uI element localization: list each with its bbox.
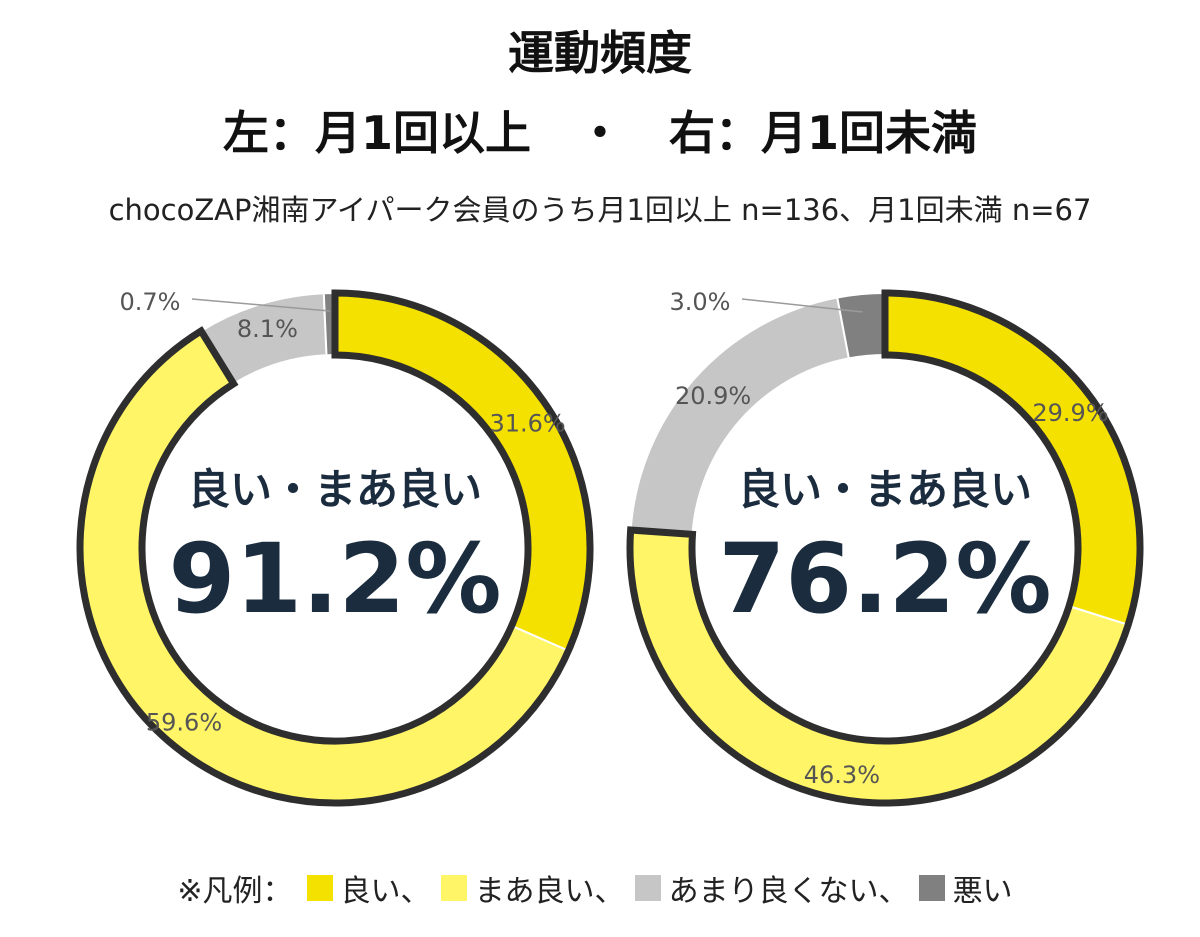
slice-label-not-good: 20.9% xyxy=(675,382,751,410)
slice-label-bad: 3.0% xyxy=(670,288,731,316)
center-label: 良い・まあ良い xyxy=(188,465,482,514)
legend-label-not-good: あまり良くない、 xyxy=(668,874,909,909)
legend-label-bad: 悪い xyxy=(952,874,1013,909)
legend-prefix: ※凡例： xyxy=(177,874,293,909)
legend-swatch-not-good xyxy=(634,875,661,901)
highlight-outline xyxy=(626,289,1144,807)
slice-label-not-good: 8.1% xyxy=(237,315,298,343)
legend-swatch-good xyxy=(306,875,333,901)
center-label: 良い・まあ良い xyxy=(738,465,1032,514)
slice-label-good: 29.9% xyxy=(1032,399,1108,427)
slice-label-fair: 59.6% xyxy=(146,709,222,737)
legend-label-good: 良い、 xyxy=(340,874,431,909)
legend-swatch-bad xyxy=(918,875,945,901)
slice-label-fair: 46.3% xyxy=(804,761,880,789)
legend: ※凡例： 良い、 まあ良い、 あまり良くない、 悪い xyxy=(0,858,1200,918)
legend-item-good: 良い、 xyxy=(306,866,431,910)
legend-item-not-good: あまり良くない、 xyxy=(634,866,909,910)
legend-label-fair: まあ良い、 xyxy=(474,874,625,909)
chart-title: 運動頻度 xyxy=(508,26,692,80)
slice-label-good: 31.6% xyxy=(489,409,565,437)
legend-item-fair: まあ良い、 xyxy=(440,866,625,910)
center-value: 91.2% xyxy=(168,523,501,635)
donut-chart-1: 31.6% 59.6% 8.1% 0.7% 良い・まあ良い 91.2% xyxy=(76,288,594,807)
chart-subtitle: 左：月1回以上 ・ 右：月1回未満 xyxy=(222,106,977,160)
leader-line-bad xyxy=(741,298,863,313)
legend-item-bad: 悪い xyxy=(918,866,1013,910)
highlight-outline xyxy=(76,289,594,807)
center-value: 76.2% xyxy=(718,523,1051,635)
slice-label-bad: 0.7% xyxy=(120,288,181,316)
leader-line-bad xyxy=(191,298,330,312)
legend-swatch-fair xyxy=(440,875,467,901)
sample-note: chocoZAP湘南アイパーク会員のうち月1回以上 n=136、月1回未満 n=… xyxy=(108,193,1092,227)
donut-chart-2: 29.9% 46.3% 20.9% 3.0% 良い・まあ良い 76.2% xyxy=(626,288,1144,807)
